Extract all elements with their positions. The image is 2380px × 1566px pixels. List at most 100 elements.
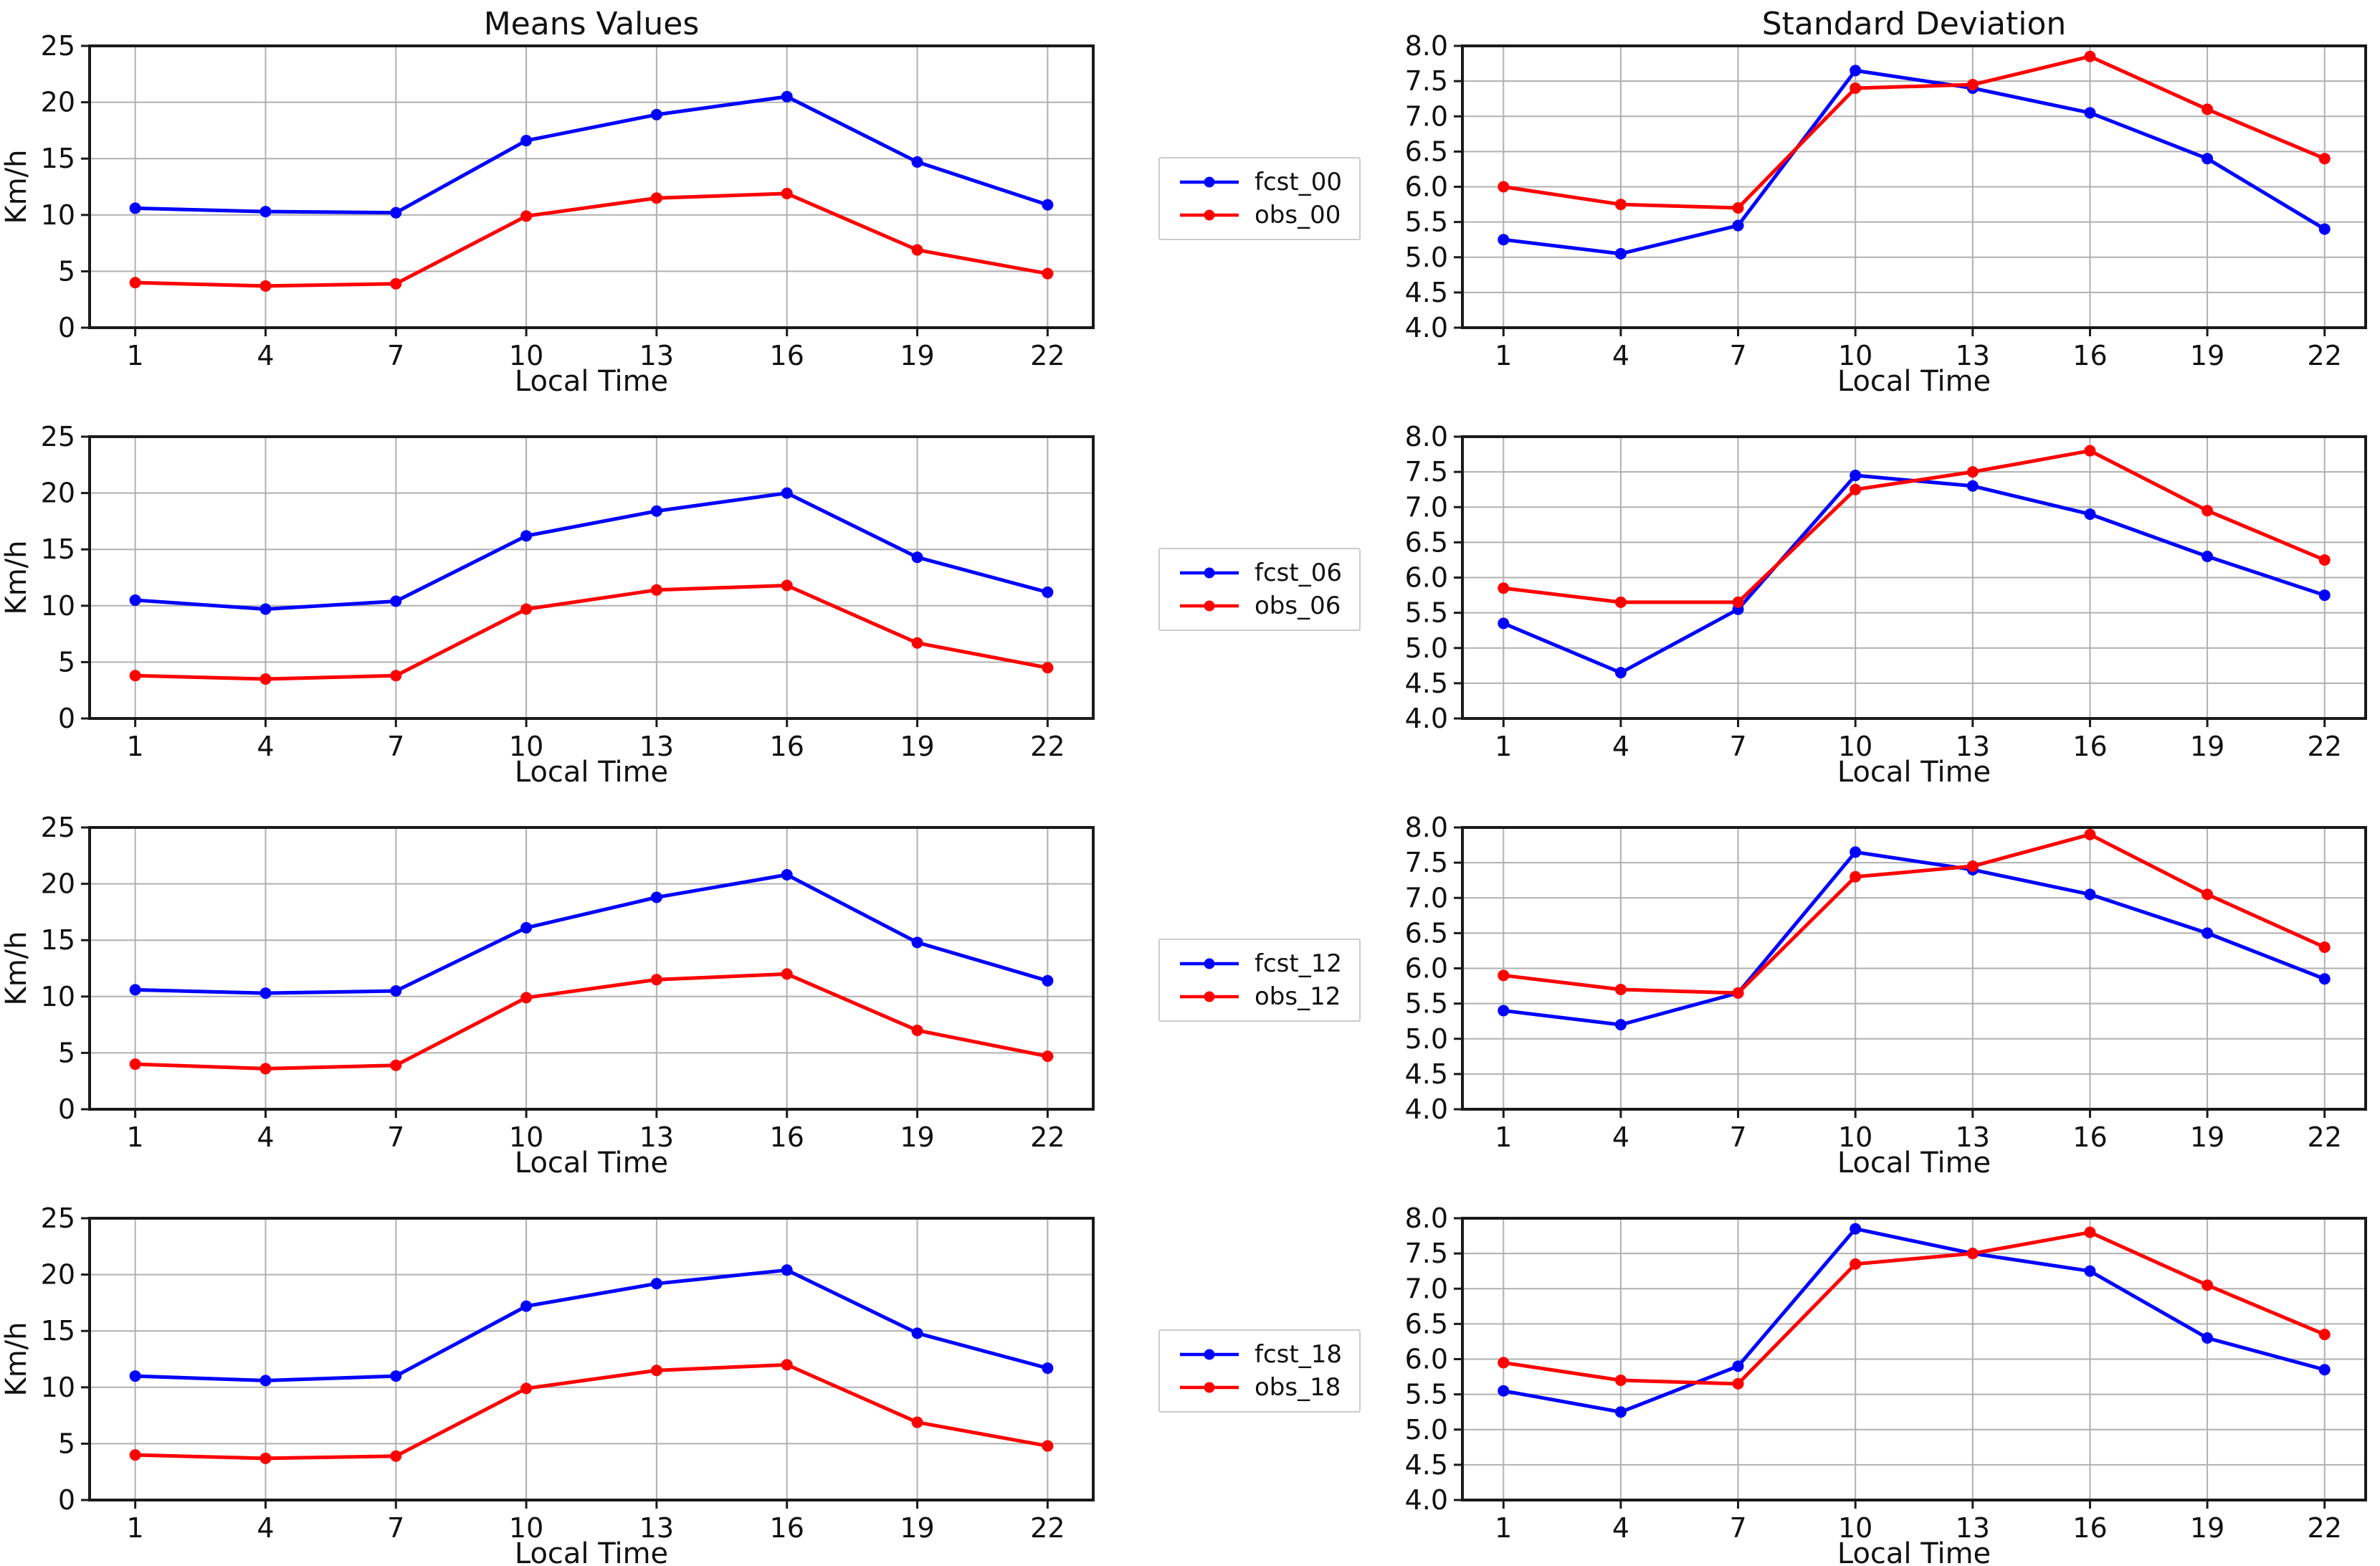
y-tick-label: 7.5	[1405, 456, 1448, 488]
y-tick-label: 25	[41, 1202, 75, 1234]
x-tick-label: 10	[1838, 731, 1872, 762]
data-point-obs_06	[1614, 596, 1627, 608]
y-tick-label: 8.0	[1405, 1202, 1448, 1234]
series-line-fcst_18	[1501, 1227, 2327, 1414]
series-line-fcst_06	[133, 491, 1049, 612]
legend-label: fcst_12	[1255, 949, 1342, 978]
data-point-fcst_06	[390, 595, 402, 607]
legend-cell-18: fcst_18 obs_18	[1133, 1174, 1369, 1566]
data-point-obs_00	[781, 187, 793, 199]
y-tick-label: 5	[58, 1037, 75, 1068]
y-tick-label: 5	[58, 646, 75, 678]
x-axis-label: Local Time	[1837, 756, 1991, 783]
y-tick-label: 10	[41, 1372, 75, 1403]
x-tick-label: 16	[770, 1121, 804, 1153]
legend-label: obs_06	[1255, 591, 1341, 620]
means-chart-18: 1 4 7 10 13 16 19 22 0 5 10 15 20 25 Local Time Km/h	[0, 1174, 1133, 1566]
y-tick-label: 20	[41, 868, 75, 900]
legend-18: fcst_18 obs_18	[1158, 1329, 1361, 1413]
data-point-obs_12	[781, 968, 793, 980]
y-tick-label: 4.5	[1405, 668, 1448, 699]
x-tick-label: 1	[1495, 340, 1512, 371]
data-point-obs_18	[2202, 1279, 2214, 1291]
y-tick-label: 5.0	[1405, 632, 1448, 664]
series-line-fcst_00	[1501, 68, 2327, 256]
data-point-obs_06	[650, 584, 662, 596]
chart-row-12: 1 4 7 10 13 16 19 22 0 5 10 15 20 25 Local Time Km/h fc…	[0, 783, 2380, 1180]
x-tick-label: 4	[1612, 731, 1629, 762]
x-tick-label: 19	[900, 731, 934, 762]
x-tick-label: 22	[2308, 340, 2342, 371]
std-plot-06: 1 4 7 10 13 16 19 22 4.0 4.5 5.05.56.0 6.57.07.5 8.0…	[1405, 421, 2367, 789]
data-point-obs_06	[2084, 445, 2096, 457]
x-tick-label: 16	[770, 1512, 804, 1544]
y-tick-label: 4.0	[1405, 312, 1448, 343]
data-point-obs_00	[1042, 267, 1054, 280]
data-point-obs_06	[781, 579, 793, 592]
legend-label: fcst_06	[1255, 558, 1342, 587]
y-axis-label: Km/h	[0, 1321, 33, 1396]
x-axis-label: Local Time	[1837, 1537, 1991, 1565]
data-point-fcst_06	[650, 505, 662, 517]
legend-entry: obs_00	[1177, 203, 1342, 227]
means-plot-06: 1 4 7 10 13 16 19 22 0 5 10 15 20 25 Local Time Km/h	[0, 421, 1095, 789]
data-point-fcst_12	[1042, 974, 1054, 987]
y-tick-label: 0	[58, 312, 75, 343]
means-chart-12: 1 4 7 10 13 16 19 22 0 5 10 15 20 25 Local Time Km/h	[0, 783, 1133, 1180]
means-plot-00: 1 4 7 10 13 16 19 22 0 5 10 15 20 25 Means Values Local…	[0, 6, 1095, 398]
x-axis-label: Local Time	[515, 365, 668, 392]
data-point-fcst_12	[390, 984, 402, 997]
data-point-obs_06	[1732, 596, 1744, 608]
data-point-fcst_00	[260, 206, 272, 218]
x-tick-label: 19	[900, 1512, 934, 1544]
x-tick-label: 10	[1838, 1512, 1872, 1544]
x-tick-label: 16	[2072, 340, 2107, 371]
x-tick-label: 22	[2308, 731, 2342, 762]
means-plot-12: 1 4 7 10 13 16 19 22 0 5 10 15 20 25 Local Time Km/h	[0, 812, 1095, 1180]
x-tick-label: 19	[2190, 1121, 2224, 1153]
x-tick-label: 4	[257, 340, 274, 371]
std-plot-18: 1 4 7 10 13 16 19 22 4.04.55.0 5.5 6.0 6.5 7.0 7.5 8.0…	[1405, 1202, 2367, 1566]
x-tick-label: 19	[900, 1121, 934, 1153]
series-line-obs_06	[1501, 449, 2327, 604]
y-tick-label: 4.5	[1405, 1449, 1448, 1481]
legend-entry: obs_06	[1177, 594, 1342, 618]
data-point-obs_00	[650, 192, 662, 204]
std-chart-00: 1 4 7 10 13 16 19 22 4.0 4.5 5.0 5.5 6.0 6.5 7.0 7.5 8.0…	[1369, 1, 2380, 398]
y-tick-label: 5.5	[1405, 207, 1448, 238]
y-tick-label: 4.0	[1405, 703, 1448, 734]
data-point-obs_18	[1042, 1440, 1054, 1452]
data-point-fcst_06	[520, 530, 533, 542]
x-tick-label: 22	[1030, 1121, 1065, 1153]
data-point-obs_18	[520, 1382, 533, 1395]
data-point-fcst_06	[2318, 589, 2331, 602]
data-point-obs_00	[1966, 79, 1979, 91]
data-point-fcst_18	[2318, 1364, 2331, 1376]
std-chart-12: 1 4 7 10 13 16 19 22 4.0 4.5 5.0 5.5 6.0 6.5 7.0 7.5 8.0…	[1369, 783, 2380, 1180]
data-point-fcst_18	[1614, 1406, 1627, 1418]
data-point-fcst_18	[260, 1375, 272, 1387]
x-tick-label: 19	[2190, 731, 2224, 762]
data-point-obs_18	[260, 1452, 272, 1464]
x-tick-label: 13	[639, 1512, 674, 1544]
x-tick-label: 7	[387, 731, 404, 762]
data-point-fcst_18	[2084, 1265, 2096, 1277]
data-point-obs_00	[260, 280, 272, 292]
plot-border	[88, 435, 1095, 720]
y-tick-label: 4.0	[1405, 1484, 1448, 1516]
data-point-fcst_18	[520, 1300, 533, 1312]
x-tick-label: 22	[1030, 340, 1065, 371]
data-point-obs_06	[2202, 505, 2214, 517]
data-point-fcst_00	[1850, 65, 1862, 77]
y-tick-label: 4.0	[1405, 1093, 1448, 1125]
data-point-obs_00	[1850, 82, 1862, 94]
data-point-obs_12	[520, 992, 533, 1004]
data-point-obs_18	[1850, 1258, 1862, 1270]
y-tick-label: 6.5	[1405, 526, 1448, 558]
chart-row-18: 1 4 7 10 13 16 19 22 0 5 10 15 20 25 Local Time Km/h fc…	[0, 1174, 2380, 1566]
x-axis-label: Local Time	[1837, 365, 1991, 392]
data-point-obs_06	[2318, 554, 2331, 566]
data-point-obs_00	[2202, 103, 2214, 115]
data-point-obs_12	[1732, 987, 1744, 999]
legend-entry: obs_18	[1177, 1375, 1342, 1400]
